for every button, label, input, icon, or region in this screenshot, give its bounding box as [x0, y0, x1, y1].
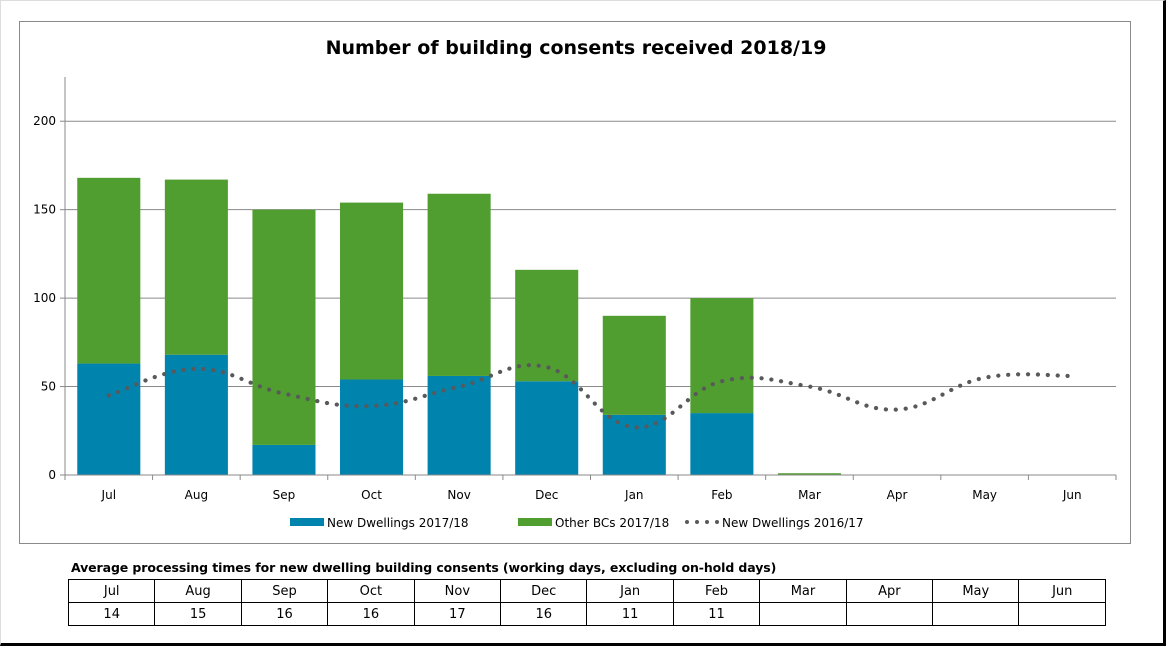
legend-dot — [705, 520, 709, 524]
x-tick-label: Aug — [185, 488, 208, 502]
processing-times-table: Jul Aug Sep Oct Nov Dec Jan Feb Mar Apr May Jun 14 1… — [67, 579, 1106, 626]
bar-new-dwellings — [340, 379, 404, 475]
y-tick-label: 100 — [33, 291, 56, 305]
bar-new-dwellings — [690, 413, 754, 475]
bar-other-bcs — [690, 298, 754, 414]
table-header-cell: Nov — [413, 579, 502, 603]
x-tick-label: Jun — [1062, 488, 1082, 502]
table-header-cell: May — [932, 579, 1020, 603]
chart-title: Number of building consents received 201… — [326, 37, 827, 59]
legend-label: New Dwellings 2017/18 — [327, 516, 469, 530]
x-tick-label: Feb — [711, 488, 732, 502]
table-header-cell: Jul — [67, 579, 156, 603]
table-header-cell: Sep — [240, 579, 329, 603]
legend-label: New Dwellings 2016/17 — [722, 516, 864, 530]
table-cell: 11 — [672, 602, 761, 626]
y-tick-label: 0 — [48, 468, 56, 482]
bar-other-bcs — [340, 202, 404, 380]
x-tick-label: Sep — [273, 488, 296, 502]
bar-other-bcs — [164, 179, 228, 355]
table-header-row: Jul Aug Sep Oct Nov Dec Jan Feb Mar Apr May Jun — [67, 579, 1106, 603]
legend-dot — [695, 520, 699, 524]
table-cell — [1018, 602, 1106, 626]
table-header-cell: Jan — [586, 579, 674, 603]
legend-swatch — [518, 518, 552, 526]
x-tick-label: Nov — [447, 488, 470, 502]
x-tick-label: Jan — [624, 488, 644, 502]
legend-label: Other BCs 2017/18 — [555, 516, 669, 530]
table-header-cell: Feb — [672, 579, 761, 603]
table-header-cell: Mar — [759, 579, 847, 603]
y-tick-label: 50 — [41, 380, 56, 394]
table-cell: 16 — [327, 602, 415, 626]
x-tick-label: Oct — [361, 488, 382, 502]
bar-other-bcs — [252, 209, 316, 445]
legend-item: New Dwellings 2017/18 — [290, 516, 469, 530]
table-header-cell: Jun — [1018, 579, 1106, 603]
table-cell — [759, 602, 847, 626]
legend-item: Other BCs 2017/18 — [518, 516, 669, 530]
bar-other-bcs — [777, 473, 841, 475]
table-cell: 17 — [413, 602, 502, 626]
bar-new-dwellings — [515, 381, 579, 475]
bar-new-dwellings — [77, 363, 141, 475]
x-tick-label: Jul — [101, 488, 116, 502]
legend-dot — [685, 520, 689, 524]
x-tick-label: Mar — [798, 488, 821, 502]
bar-other-bcs — [77, 177, 141, 364]
table-header-cell: Dec — [500, 579, 588, 603]
table-row: 14 15 16 16 17 16 11 11 — [67, 602, 1106, 626]
table-cell: 16 — [240, 602, 329, 626]
bar-new-dwellings — [427, 375, 491, 475]
table-cell: 15 — [154, 602, 242, 626]
bar-other-bcs — [427, 193, 491, 376]
consents-chart: Number of building consents received 201… — [33, 37, 1117, 530]
legend-dot — [715, 520, 719, 524]
processing-table-title: Average processing times for new dwellin… — [71, 560, 777, 575]
bar-new-dwellings — [252, 444, 316, 475]
table-cell — [845, 602, 934, 626]
table-cell — [932, 602, 1020, 626]
y-tick-label: 150 — [33, 203, 56, 217]
bar-other-bcs — [515, 269, 579, 382]
table-header-cell: Aug — [154, 579, 242, 603]
x-tick-label: Dec — [535, 488, 558, 502]
x-tick-label: Apr — [887, 488, 908, 502]
table-cell: 11 — [586, 602, 674, 626]
line-new-dwellings-2016-17 — [106, 363, 1075, 430]
bar-other-bcs — [602, 315, 666, 415]
bar-new-dwellings — [164, 354, 228, 475]
x-tick-label: May — [972, 488, 997, 502]
chart-container: Number of building consents received 201… — [19, 21, 1131, 544]
table-header-cell: Apr — [845, 579, 934, 603]
table-cell: 14 — [67, 602, 156, 626]
legend-swatch — [290, 518, 324, 526]
table-header-cell: Oct — [327, 579, 415, 603]
table-cell: 16 — [500, 602, 588, 626]
y-tick-label: 200 — [33, 114, 56, 128]
legend-item: New Dwellings 2016/17 — [685, 516, 864, 530]
